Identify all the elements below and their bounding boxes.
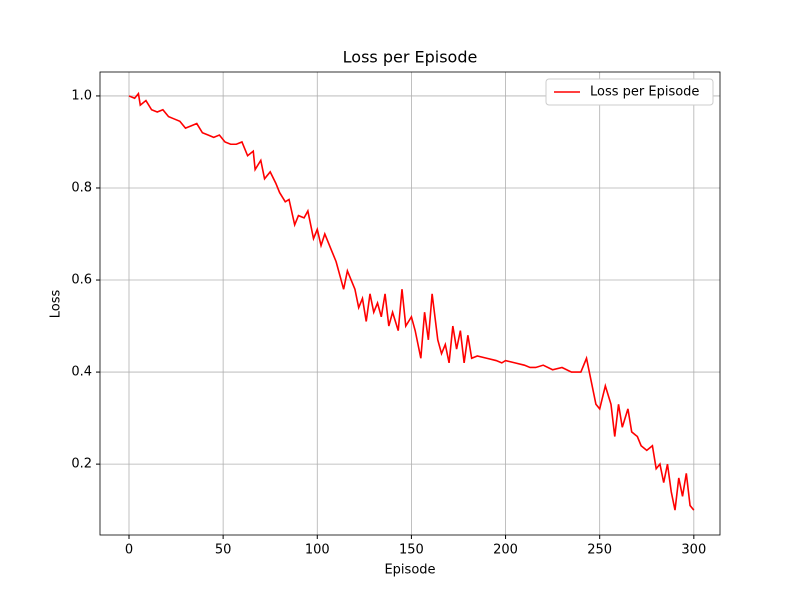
x-tick-label: 0 bbox=[125, 543, 133, 558]
data-line bbox=[128, 91, 695, 511]
y-tick-label: 0.4 bbox=[71, 365, 92, 380]
x-tick-label: 150 bbox=[399, 543, 424, 558]
legend-box bbox=[545, 78, 714, 106]
x-tick-label: 300 bbox=[681, 543, 706, 558]
plot-frame bbox=[99, 71, 721, 536]
x-tick-label: 100 bbox=[305, 543, 330, 558]
y-tick-label: 0.8 bbox=[71, 180, 92, 195]
x-tick-label: 50 bbox=[215, 543, 232, 558]
y-tick-label: 1.0 bbox=[71, 88, 92, 103]
y-tick-label: 0.6 bbox=[71, 273, 92, 288]
x-axis-label: Episode bbox=[384, 563, 435, 578]
x-tick-label: 250 bbox=[587, 543, 612, 558]
y-tick-label: 0.2 bbox=[71, 457, 92, 472]
y-axis-label: Loss bbox=[49, 290, 64, 319]
x-tick-label: 200 bbox=[493, 543, 518, 558]
chart-title: Loss per Episode bbox=[343, 48, 478, 67]
legend-label: Loss per Episode bbox=[590, 85, 699, 100]
